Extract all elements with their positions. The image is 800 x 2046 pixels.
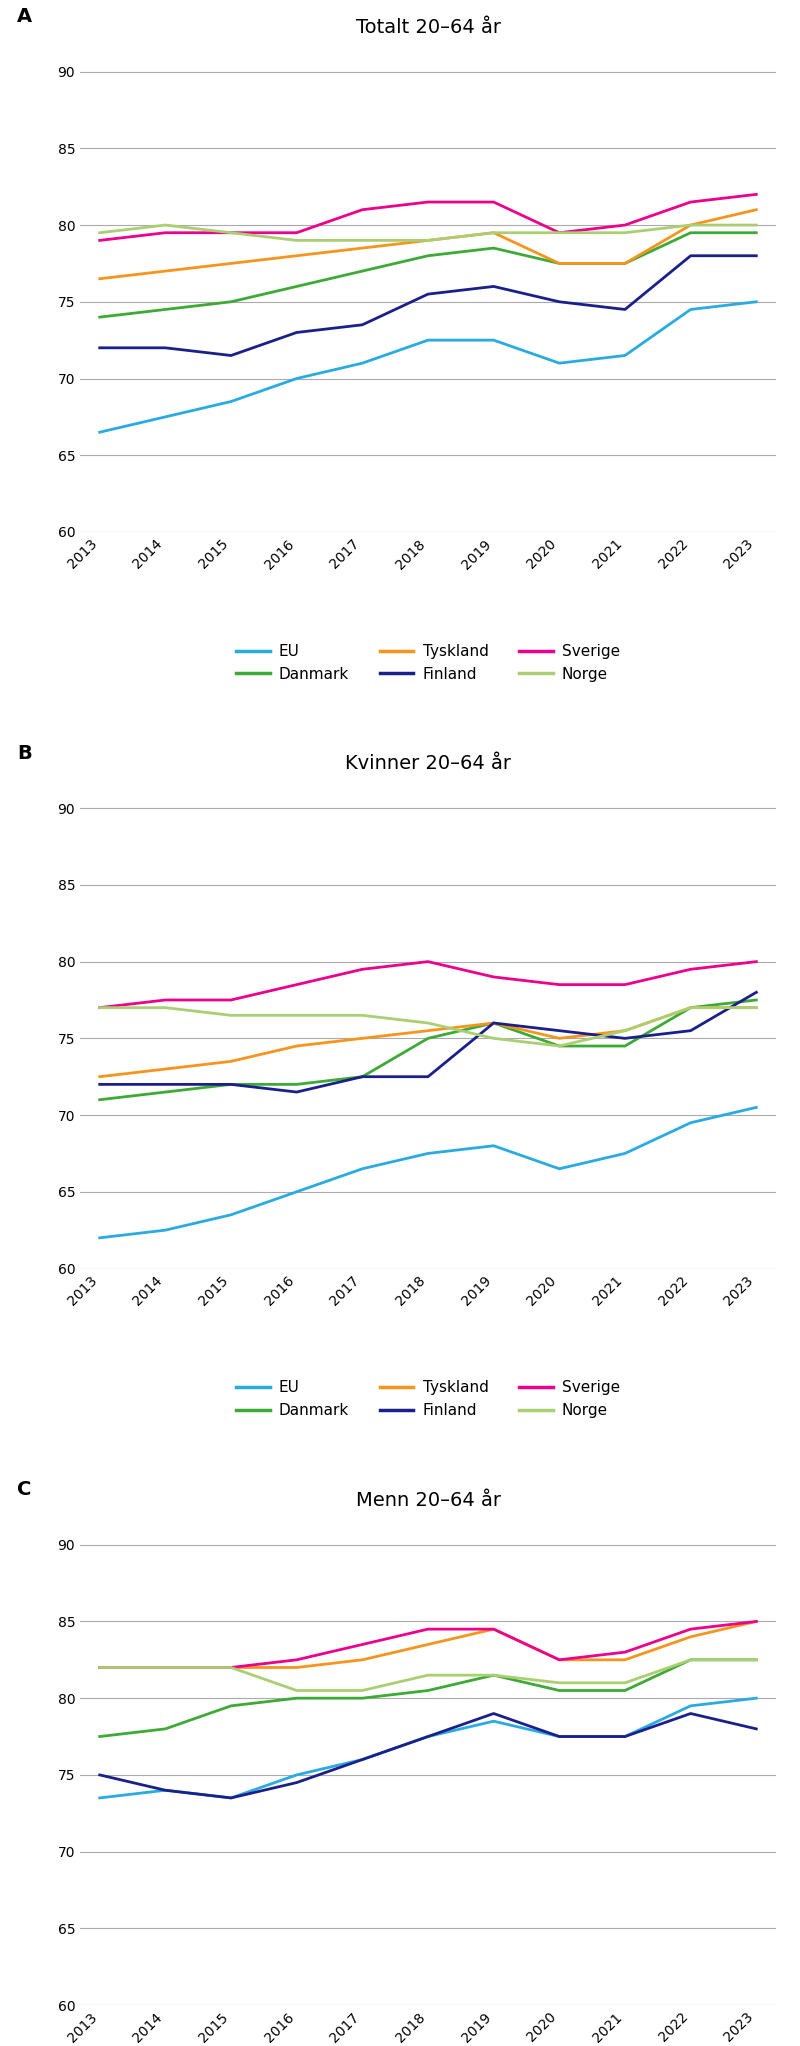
Title: Menn 20–64 år: Menn 20–64 år bbox=[355, 1492, 501, 1510]
Text: B: B bbox=[18, 745, 32, 763]
Text: A: A bbox=[18, 8, 33, 27]
Legend: EU, Danmark, Tyskland, Finland, Sverige, Norge: EU, Danmark, Tyskland, Finland, Sverige,… bbox=[230, 638, 626, 687]
Legend: EU, Danmark, Tyskland, Finland, Sverige, Norge: EU, Danmark, Tyskland, Finland, Sverige,… bbox=[230, 1375, 626, 1424]
Text: C: C bbox=[18, 1481, 32, 1500]
Title: Totalt 20–64 år: Totalt 20–64 år bbox=[355, 18, 501, 37]
Title: Kvinner 20–64 år: Kvinner 20–64 år bbox=[345, 755, 511, 773]
